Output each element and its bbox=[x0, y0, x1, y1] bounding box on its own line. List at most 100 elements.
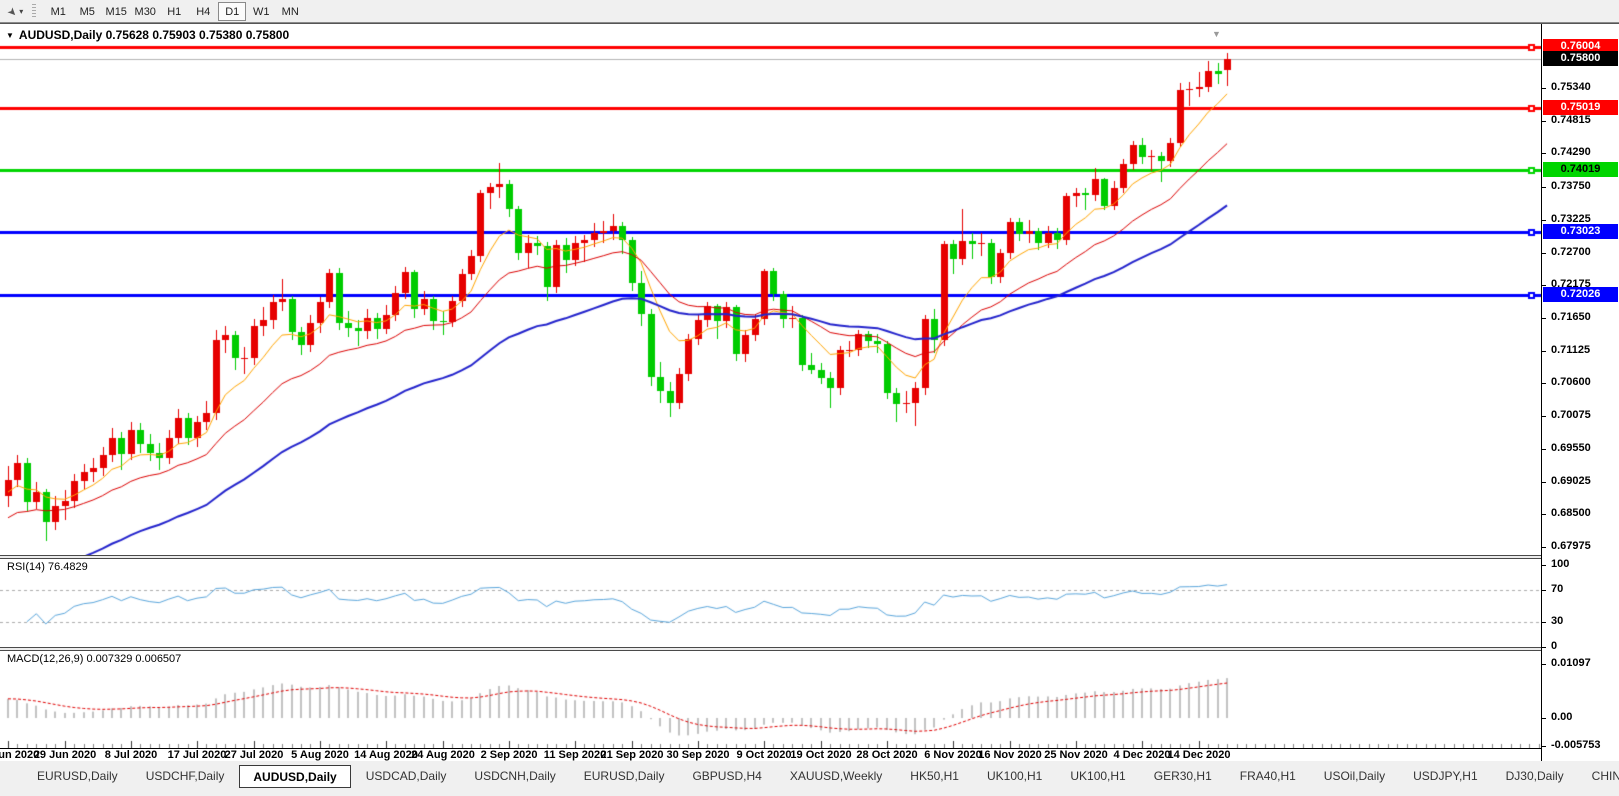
tab-usdcnh-daily[interactable]: USDCNH,Daily bbox=[474, 769, 556, 783]
macd-tick-label: 0.01097 bbox=[1551, 657, 1591, 669]
timeframe-button-m15[interactable]: M15 bbox=[105, 5, 127, 18]
tab-xauusd-weekly[interactable]: XAUUSD,Weekly bbox=[789, 769, 883, 783]
price-tick-label: 0.74815 bbox=[1551, 114, 1591, 126]
tab-eurusd-daily[interactable]: EURUSD,Daily bbox=[37, 769, 118, 783]
tab-audusd-daily[interactable]: AUDUSD,Daily bbox=[239, 765, 351, 788]
rsi-label: RSI(14) 76.4829 bbox=[7, 561, 88, 573]
macd-tick-label: -0.005753 bbox=[1551, 739, 1601, 751]
macd-label: MACD(12,26,9) 0.007329 0.006507 bbox=[7, 653, 182, 665]
tab-uk100-h1[interactable]: UK100,H1 bbox=[1070, 769, 1126, 783]
pane-splitter[interactable] bbox=[0, 555, 1619, 559]
level-price-badge: 0.75019 bbox=[1543, 100, 1618, 115]
timeframe-button-m1[interactable]: M1 bbox=[50, 5, 66, 18]
macd-tick-label: 0.00 bbox=[1551, 711, 1573, 723]
price-tick-label: 0.67975 bbox=[1551, 540, 1591, 552]
macd-tick-mark bbox=[1542, 746, 1546, 747]
rsi-tick-mark bbox=[1542, 590, 1546, 591]
tab-usoil-daily[interactable]: USOil,Daily bbox=[1323, 769, 1386, 783]
date-label: 28 Oct 2020 bbox=[856, 749, 918, 761]
price-tick-label: 0.75340 bbox=[1551, 81, 1591, 93]
tab-usdjpy-h1[interactable]: USDJPY,H1 bbox=[1413, 769, 1478, 783]
chart-window: ▼ AUDUSD,Daily 0.75628 0.75903 0.75380 0.… bbox=[0, 23, 1619, 761]
timeframe-button-m5[interactable]: M5 bbox=[79, 5, 95, 18]
date-label: 6 Nov 2020 bbox=[924, 749, 982, 761]
chart-title: ▼ AUDUSD,Daily 0.75628 0.75903 0.75380 0.… bbox=[6, 28, 289, 42]
timeframe-button-w1[interactable]: W1 bbox=[252, 5, 270, 18]
toolbar-grip[interactable] bbox=[32, 3, 37, 19]
date-label: 24 Aug 2020 bbox=[411, 749, 475, 761]
toolbar: ➤ ▾ M1 M5 M15 M30 H1 H4 D1 W1 MN bbox=[0, 0, 1619, 23]
date-label: 2 Sep 2020 bbox=[480, 749, 538, 761]
price-tick-label: 0.73750 bbox=[1551, 180, 1591, 192]
tab-usdchf-daily[interactable]: USDCHF,Daily bbox=[145, 769, 225, 783]
price-tick-mark bbox=[1542, 318, 1546, 319]
timeframe-button-h4[interactable]: H4 bbox=[196, 5, 211, 18]
price-tick-mark bbox=[1542, 220, 1546, 221]
price-tick-label: 0.69550 bbox=[1551, 442, 1591, 454]
price-tick-mark bbox=[1542, 514, 1546, 515]
price-chart-canvas[interactable] bbox=[0, 24, 1541, 555]
chart-cursor-icon[interactable]: ➤ bbox=[4, 4, 20, 20]
price-tick-mark bbox=[1542, 547, 1546, 548]
rsi-tick-mark bbox=[1542, 647, 1546, 648]
price-tick-mark bbox=[1542, 449, 1546, 450]
price-tick-mark bbox=[1542, 351, 1546, 352]
pane-splitter[interactable] bbox=[0, 647, 1619, 651]
tab-ger30-h1[interactable]: GER30,H1 bbox=[1153, 769, 1212, 783]
date-label: 29 Jun 2020 bbox=[33, 749, 97, 761]
date-label: 8 Jul 2020 bbox=[104, 749, 158, 761]
price-axis[interactable]: 0.75340 0.74815 0.74290 0.73750 0.73225 0.727… bbox=[1541, 24, 1619, 761]
date-label: 4 Dec 2020 bbox=[1113, 749, 1171, 761]
timeframe-button-d1[interactable]: D1 bbox=[218, 1, 247, 21]
date-label: 21 Sep 2020 bbox=[600, 749, 664, 761]
price-tick-mark bbox=[1542, 383, 1546, 384]
rsi-tick-label: 30 bbox=[1551, 615, 1564, 627]
tab-uk100-h1[interactable]: UK100,H1 bbox=[986, 769, 1043, 783]
price-tick-mark bbox=[1542, 285, 1546, 286]
price-tick-label: 0.74290 bbox=[1551, 146, 1591, 158]
price-tick-label: 0.68500 bbox=[1551, 507, 1591, 519]
date-label: 14 Aug 2020 bbox=[354, 749, 418, 761]
tab-dj30-daily[interactable]: DJ30,Daily bbox=[1505, 769, 1564, 783]
price-tick-label: 0.69025 bbox=[1551, 475, 1591, 487]
rsi-tick-label: 0 bbox=[1551, 640, 1558, 652]
price-tick-mark bbox=[1542, 88, 1546, 89]
chart-shift-marker-icon[interactable]: ▼ bbox=[1212, 29, 1221, 39]
date-label: 19 Oct 2020 bbox=[790, 749, 852, 761]
price-tick-mark bbox=[1542, 121, 1546, 122]
price-tick-label: 0.73225 bbox=[1551, 213, 1591, 225]
dropdown-caret-icon[interactable]: ▾ bbox=[19, 6, 24, 16]
date-label: 14 Dec 2020 bbox=[1167, 749, 1231, 761]
price-tick-label: 0.70075 bbox=[1551, 409, 1591, 421]
timeframe-button-m30[interactable]: M30 bbox=[134, 5, 156, 18]
macd-tick-mark bbox=[1542, 718, 1546, 719]
price-tick-mark bbox=[1542, 153, 1546, 154]
price-tick-mark bbox=[1542, 482, 1546, 483]
rsi-canvas[interactable] bbox=[0, 559, 1541, 647]
price-tick-label: 0.72700 bbox=[1551, 246, 1591, 258]
level-price-badge: 0.73023 bbox=[1543, 224, 1618, 239]
level-price-badge: 0.76004 bbox=[1543, 39, 1618, 54]
level-price-badge: 0.72026 bbox=[1543, 287, 1618, 302]
date-label: 11 Sep 2020 bbox=[543, 749, 607, 761]
macd-canvas[interactable] bbox=[0, 651, 1541, 748]
tab-usdcad-daily[interactable]: USDCAD,Daily bbox=[365, 769, 447, 783]
price-tick-label: 0.70600 bbox=[1551, 376, 1591, 388]
timeframe-buttons: M1 M5 M15 M30 H1 H4 D1 W1 MN bbox=[44, 1, 304, 21]
date-label: 16 Nov 2020 bbox=[978, 749, 1042, 761]
collapse-caret-icon[interactable]: ▼ bbox=[6, 31, 14, 40]
tab-hk50-h1[interactable]: HK50,H1 bbox=[910, 769, 959, 783]
tab-china300-h1[interactable]: CHINA300,H1 bbox=[1591, 769, 1619, 783]
tab-eurusd-daily[interactable]: EURUSD,Daily bbox=[583, 769, 665, 783]
timeframe-button-mn[interactable]: MN bbox=[281, 5, 299, 18]
timeframe-button-h1[interactable]: H1 bbox=[167, 5, 182, 18]
level-price-badge: 0.74019 bbox=[1543, 162, 1618, 177]
tab-fra40-h1[interactable]: FRA40,H1 bbox=[1239, 769, 1296, 783]
date-label: 19 Jun 2020 bbox=[0, 749, 40, 761]
rsi-tick-label: 70 bbox=[1551, 583, 1564, 595]
tab-gbpusd-h4[interactable]: GBPUSD,H4 bbox=[692, 769, 762, 783]
date-label: 30 Sep 2020 bbox=[666, 749, 730, 761]
price-tick-mark bbox=[1542, 416, 1546, 417]
